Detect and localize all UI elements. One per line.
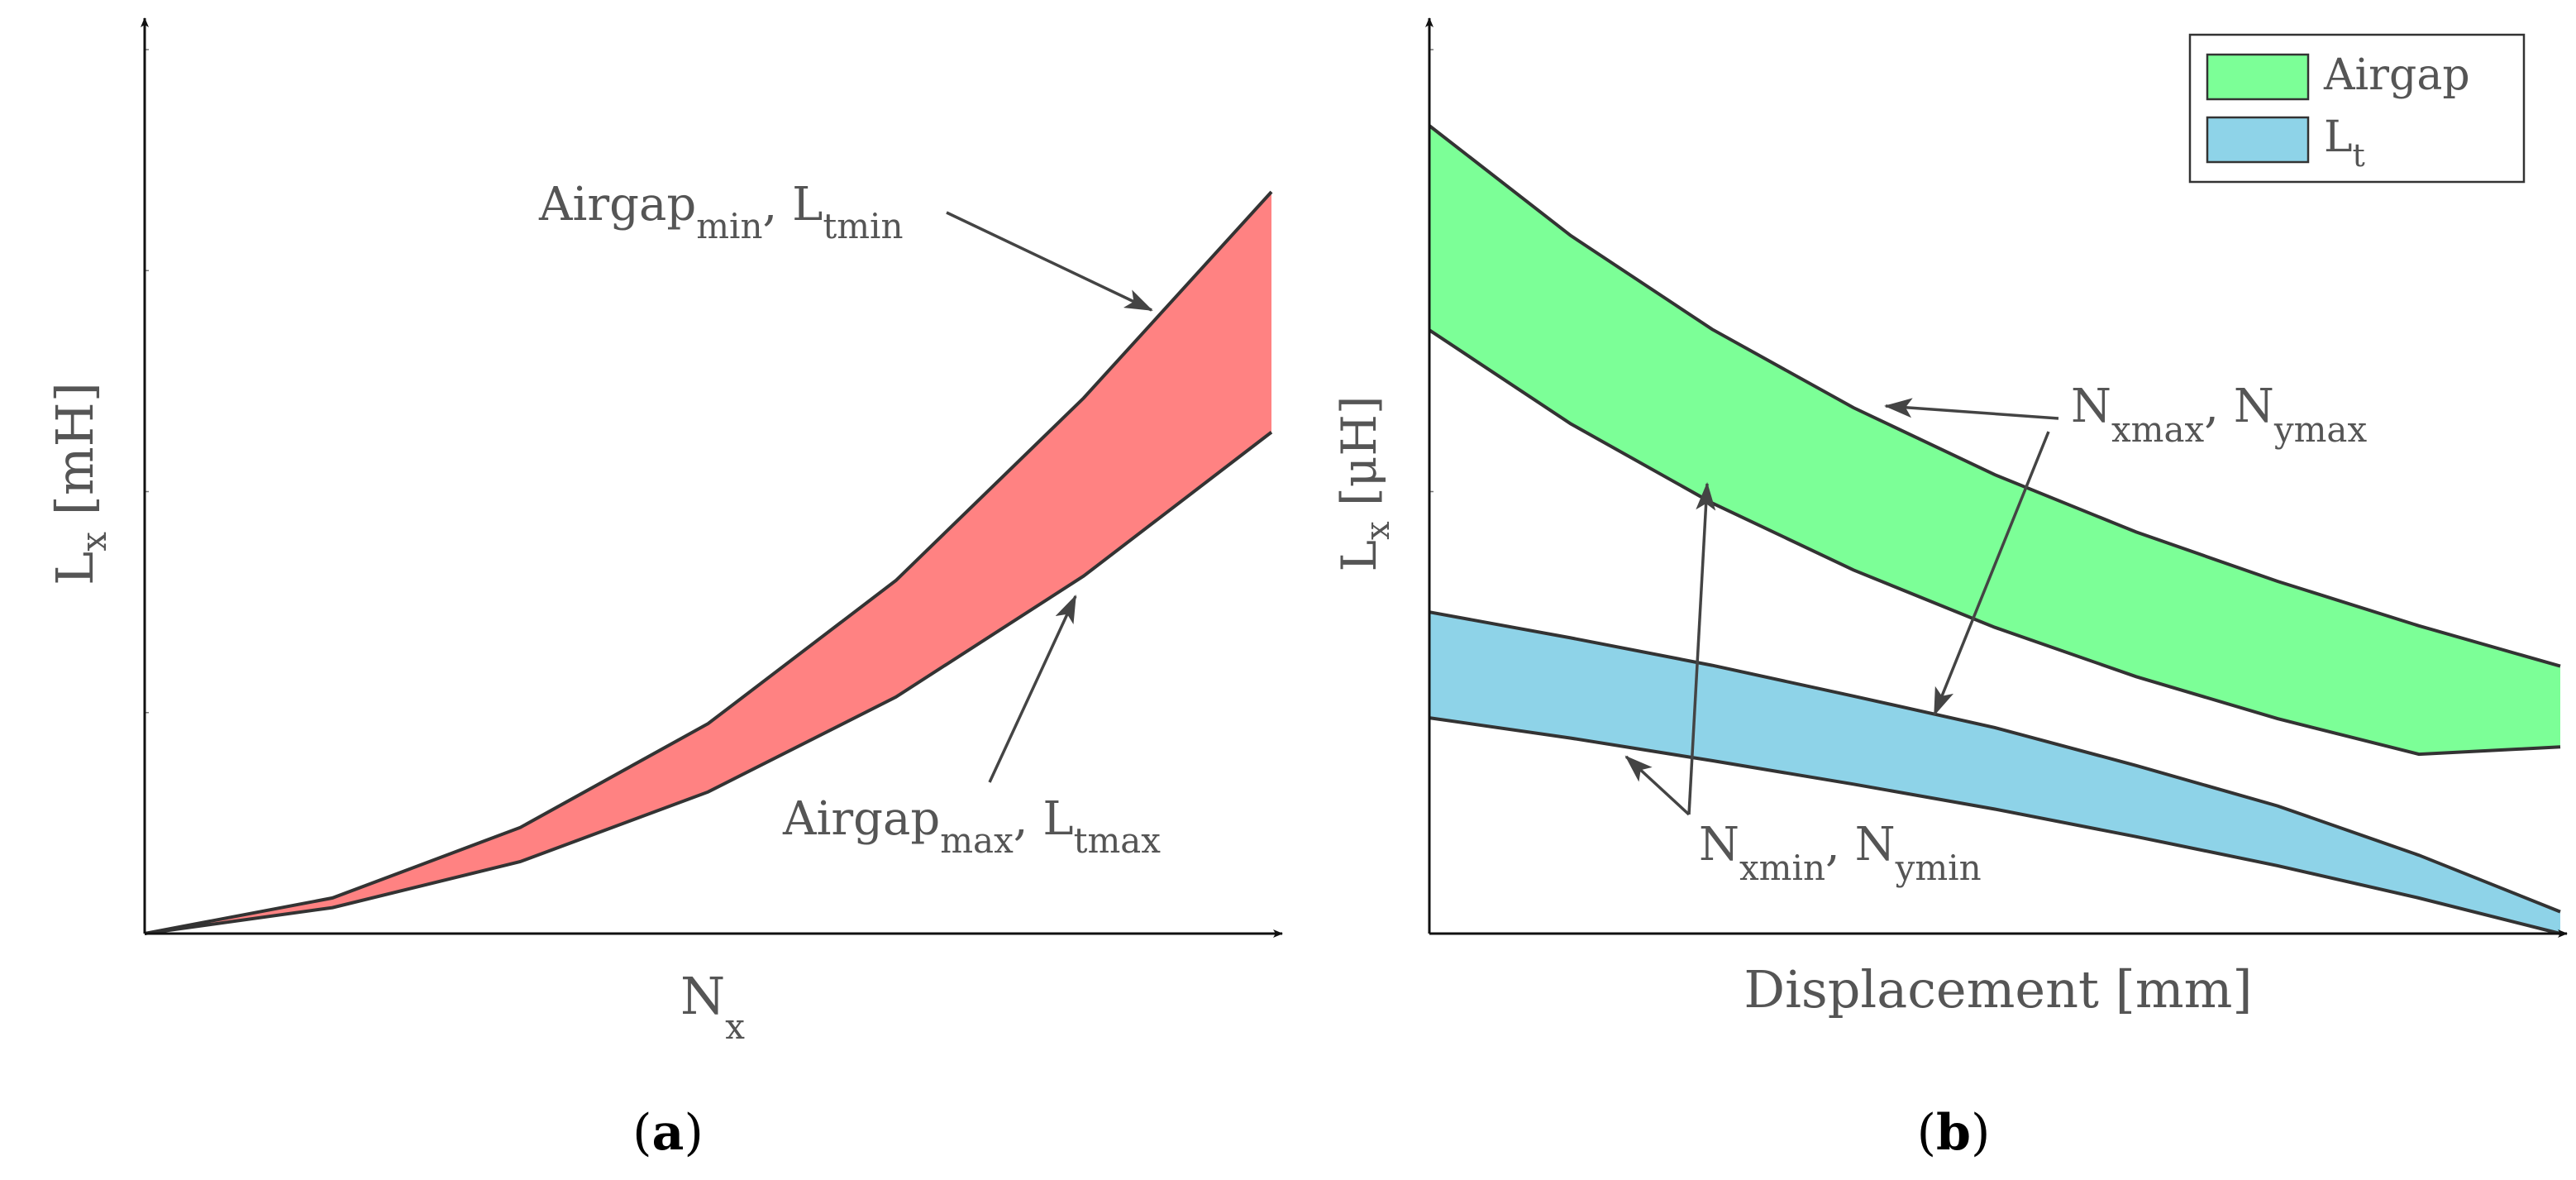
panel-b-caption: (b) [1917, 1104, 1991, 1162]
panel-a: Lx [mH] Nx Airgapmin, Ltmin Airgapmax, L… [45, 17, 1283, 1162]
panel-a-pointer-min [946, 211, 1153, 312]
legend-item-airgap: Airgap [2206, 50, 2470, 101]
panel-b-pointer-max-2 [1933, 431, 2050, 716]
panel-b-bands [1428, 124, 2561, 935]
panel-a-band-fill [145, 192, 1271, 934]
legend-swatch-airgap [2206, 53, 2310, 101]
panel-b-lower-line-airgap [1428, 328, 2561, 757]
panel-a-annotation-min: Airgapmin, Ltmin [538, 178, 904, 246]
legend: Airgap Lt [2188, 33, 2526, 184]
panel-a-pointer-max [988, 595, 1077, 783]
legend-label-airgap: Airgap [2323, 50, 2470, 100]
panel-a-lower-line [144, 431, 1273, 935]
panel-b-lower-line-lt [1429, 716, 2561, 935]
legend-swatch-lt [2206, 116, 2310, 164]
panel-a-y-label: Lx [mH] [45, 382, 114, 585]
panel-a-caption: (a) [632, 1104, 704, 1162]
legend-item-lt: Lt [2206, 112, 2365, 174]
panel-b-annotation-max: Nxmax, Nymax [2071, 380, 2367, 450]
panel-b-band-lt [1429, 612, 2560, 934]
panel-b: Lx [μH] Displacement [mm] Nxmax, Nymax N… [1331, 17, 2568, 1162]
panel-a-upper-line [144, 190, 1273, 935]
panel-b-x-label: Displacement [mm] [1744, 959, 2252, 1020]
panel-a-band [144, 190, 1273, 935]
panel-b-upper-line-lt [1429, 610, 2561, 914]
panel-b-pointer-max-1 [1884, 398, 2059, 420]
panel-b-pointer-min-1 [1687, 482, 1716, 815]
legend-label-lt: Lt [2324, 112, 2365, 174]
panel-b-upper-line-airgap [1428, 124, 2561, 668]
panel-b-y-label: Lx [μH] [1331, 395, 1397, 571]
panel-a-x-label: Nx [680, 966, 745, 1047]
panel-b-pointer-min-2 [1624, 755, 1691, 816]
panel-b-annotation-min: Nxmin, Nymin [1699, 818, 1982, 888]
panel-b-band-airgap [1429, 126, 2560, 755]
panel-a-annotation-max: Airgapmax, Ltmax [782, 792, 1161, 861]
